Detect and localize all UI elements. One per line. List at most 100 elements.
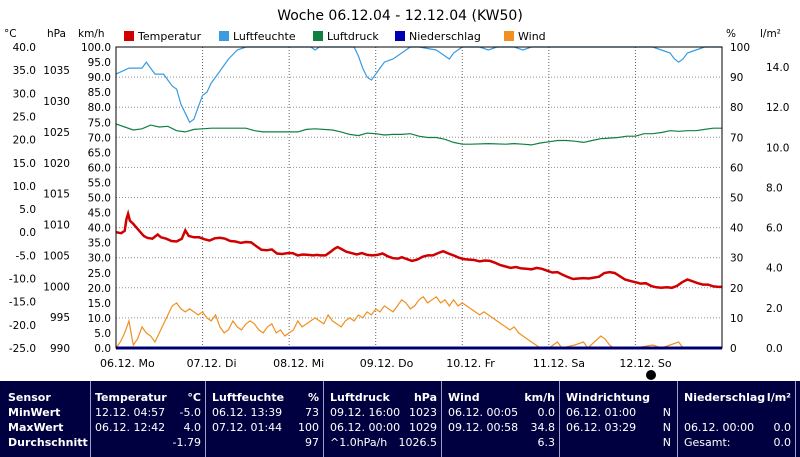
windrichtung-avg-value: N	[662, 436, 671, 449]
series-temperatur	[115, 209, 722, 290]
rain-tick: 8.0	[766, 182, 783, 194]
rain-tick: 4.0	[766, 263, 783, 275]
luftfeuchte-unit: %	[307, 391, 319, 404]
niederschlag-total-label: Gesamt:	[684, 436, 731, 449]
niederschlag-total-value: 0.0	[773, 436, 792, 449]
rain-tick: 12.0	[766, 102, 789, 114]
stats-temperatur-panel: Temperatur °C 12.12. 04:57 -5.0 06.12. 1…	[90, 381, 205, 457]
temp-tick: 0.0	[19, 227, 36, 239]
series-luftdruck	[115, 123, 722, 146]
wind-tick: 25.0	[88, 268, 111, 280]
niederschlag-max-value: 0.0	[773, 421, 792, 434]
rain-tick: 6.0	[766, 223, 783, 235]
wind-max-time: 09.12. 00:58	[448, 421, 519, 434]
stats-table: Sensor MinWert MaxWert Durchschnitt Temp…	[0, 381, 800, 457]
chart-title: Woche 06.12.04 - 12.12.04 (KW50)	[277, 8, 523, 24]
temp-tick: -25.0	[9, 343, 36, 355]
wind-min-time: 06.12. 00:05	[448, 406, 519, 419]
luftfeuchte-max-time: 07.12. 01:44	[212, 421, 283, 434]
unit-wind: km/h	[78, 28, 105, 40]
rain-tick: 14.0	[766, 62, 789, 74]
pressure-tick: 1020	[43, 158, 70, 170]
temp-tick: 30.0	[13, 88, 36, 100]
stats-end-border	[795, 381, 800, 457]
temp-tick: 40.0	[13, 42, 36, 54]
wind-tick: 55.0	[88, 177, 111, 189]
x-tick-label: 12.12. So	[619, 357, 671, 370]
axis-labels: 40.0 35.0 30.0 25.0 20.0 15.0 10.0 5.0 0.0 -5.0 -1…	[9, 42, 790, 370]
pressure-tick: 1010	[43, 220, 70, 232]
sensor-row-max: MaxWert	[8, 421, 64, 434]
temperatur-header: Temperatur	[95, 391, 167, 404]
niederschlag-header: Niederschlag	[684, 391, 766, 404]
humidity-tick: 60	[730, 162, 743, 174]
legend-label: Wind	[518, 30, 546, 43]
pressure-tick: 1035	[43, 65, 70, 77]
luftfeuchte-min-value: 73	[305, 406, 319, 419]
wind-tick: 35.0	[88, 238, 111, 250]
niederschlag-max-time: 06.12. 00:00	[684, 421, 755, 434]
x-tick-label: 08.12. Mi	[273, 357, 324, 370]
luftdruck-header: Luftdruck	[330, 391, 390, 404]
wind-tick: 15.0	[88, 298, 111, 310]
wind-tick: 60.0	[88, 162, 111, 174]
rain-tick: 10.0	[766, 142, 789, 154]
wind-tick: 80.0	[88, 102, 111, 114]
pressure-tick: 990	[50, 343, 70, 355]
temp-tick: -15.0	[9, 297, 36, 309]
unit-rain: l/m²	[760, 28, 781, 40]
temperatur-min-time: 12.12. 04:57	[95, 406, 166, 419]
legend-swatch	[313, 31, 323, 41]
x-tick-label: 09.12. Do	[360, 357, 414, 370]
luftfeuchte-min-time: 06.12. 13:39	[212, 406, 283, 419]
rain-tick: 0.0	[766, 343, 783, 355]
humidity-tick: 30	[730, 253, 743, 265]
windrichtung-min-time: 06.12. 01:00	[566, 406, 637, 419]
stats-wind-panel: Wind km/h 06.12. 00:05 0.0 09.12. 00:58 …	[441, 381, 559, 457]
x-tick-label: 07.12. Di	[187, 357, 237, 370]
windrichtung-max-value: N	[662, 421, 671, 434]
wind-tick: 0.0	[94, 343, 111, 355]
humidity-tick: 0	[730, 343, 737, 355]
legend: Temperatur Luftfeuchte Luftdruck Niederschl…	[124, 30, 546, 43]
luftdruck-max-value: 1029	[409, 421, 437, 434]
unit-pressure: hPa	[47, 28, 66, 40]
wind-tick: 65.0	[88, 147, 111, 159]
windrichtung-min-value: N	[662, 406, 671, 419]
stats-sensor-panel: Sensor MinWert MaxWert Durchschnitt	[2, 381, 90, 457]
temperatur-avg-value: -1.79	[172, 436, 201, 449]
wind-unit: km/h	[524, 391, 555, 404]
humidity-tick: 80	[730, 102, 743, 114]
x-tick-label: 10.12. Fr	[446, 357, 495, 370]
humidity-tick: 10	[730, 313, 743, 325]
luftdruck-trend: ^1.0hPa/h	[330, 436, 388, 449]
rain-tick: 2.0	[766, 303, 783, 315]
legend-label: Luftdruck	[327, 30, 379, 43]
temp-tick: 35.0	[13, 65, 36, 77]
luftdruck-unit: hPa	[413, 391, 437, 404]
luftdruck-min-value: 1023	[409, 406, 437, 419]
pressure-tick: 1000	[43, 281, 70, 293]
temp-tick: -5.0	[16, 250, 37, 262]
wind-tick: 10.0	[88, 313, 111, 325]
today-marker-icon	[646, 370, 656, 380]
wind-avg-value: 6.3	[537, 436, 556, 449]
temp-tick: 15.0	[13, 158, 36, 170]
temperatur-max-time: 06.12. 12:42	[95, 421, 166, 434]
stats-windrichtung-panel: Windrichtung 06.12. 01:00 N 06.12. 03:29…	[559, 381, 677, 457]
legend-label: Luftfeuchte	[233, 30, 296, 43]
legend-swatch	[124, 31, 134, 41]
wind-tick: 50.0	[88, 193, 111, 205]
unit-temp: °C	[4, 28, 17, 40]
wind-tick: 95.0	[88, 57, 111, 69]
wind-tick: 100.0	[81, 42, 111, 54]
luftfeuchte-max-value: 100	[298, 421, 319, 434]
pressure-tick: 1030	[43, 96, 70, 108]
luftfeuchte-header: Luftfeuchte	[212, 391, 285, 404]
temperatur-unit: °C	[187, 391, 201, 404]
temperatur-max-value: 4.0	[183, 421, 202, 434]
stats-luftfeuchte-panel: Luftfeuchte % 06.12. 13:39 73 07.12. 01:…	[205, 381, 323, 457]
temp-tick: 20.0	[13, 135, 36, 147]
legend-label: Niederschlag	[409, 30, 481, 43]
wind-tick: 30.0	[88, 253, 111, 265]
